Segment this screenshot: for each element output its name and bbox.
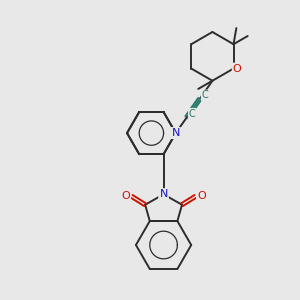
Text: N: N (159, 189, 168, 199)
Text: N: N (172, 128, 180, 138)
Text: C: C (202, 90, 208, 100)
Text: C: C (189, 109, 196, 119)
Text: N: N (159, 189, 168, 199)
Text: O: O (233, 64, 242, 74)
Text: N: N (172, 128, 180, 138)
Text: O: O (122, 191, 130, 201)
Text: O: O (197, 191, 206, 201)
